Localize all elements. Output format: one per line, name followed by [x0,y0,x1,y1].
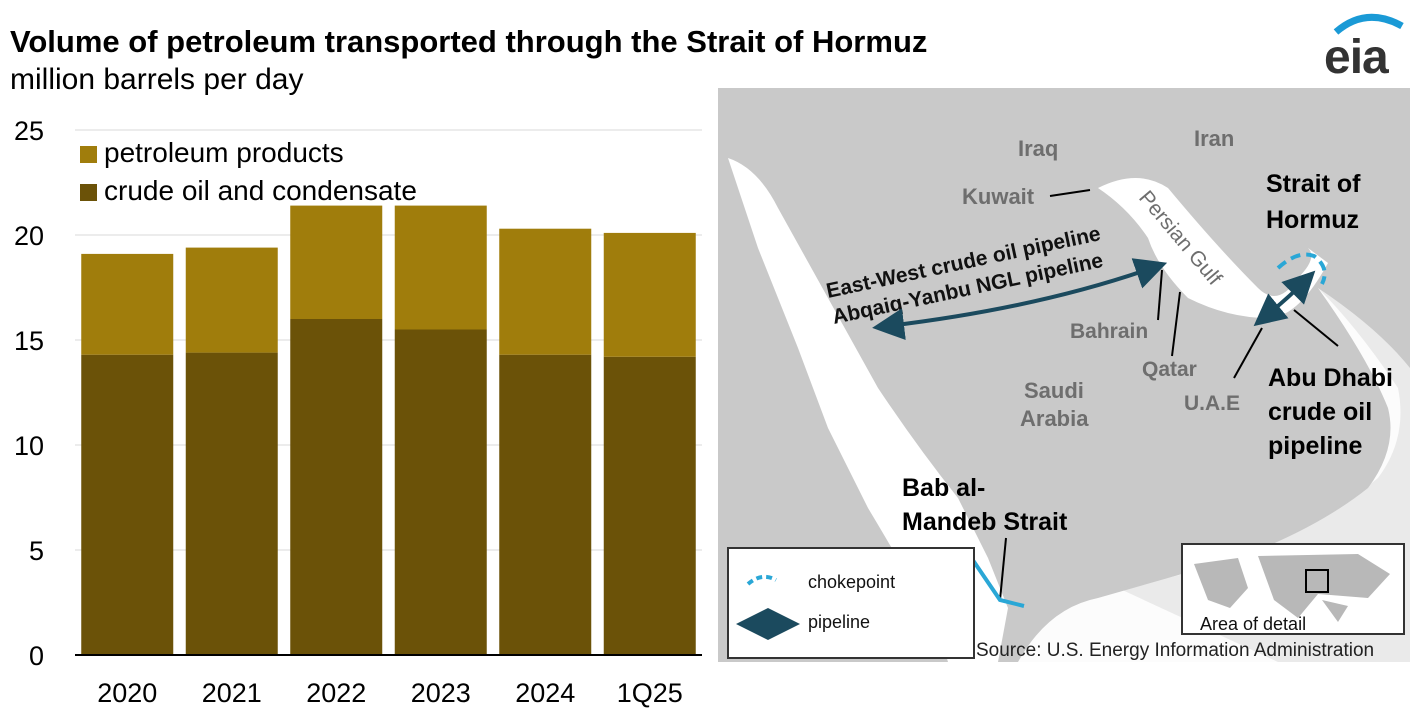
kuwait-leader [1049,189,1091,197]
label-abudhabi-line1: Abu Dhabi [1268,364,1393,392]
bar-segment [603,356,696,655]
bar-segment [290,205,383,319]
east-west-pipeline [872,258,1168,340]
inset-land [1194,554,1390,622]
y-tick-label: 20 [14,221,44,251]
bar-segment [499,228,592,355]
label-bahrain: Bahrain [1070,320,1148,343]
y-tick-label: 5 [29,536,44,566]
bar-segment [394,205,487,330]
persian-gulf-water [1098,178,1328,318]
x-tick-label: 2023 [411,678,471,708]
label-strait-hormuz-line1: Strait of [1266,170,1361,198]
bar-segment [185,247,278,353]
label-bab-line1: Bab al- [902,474,985,502]
map-legend [727,547,975,659]
hormuz-chokepoint-icon [1276,252,1327,285]
label-abudhabi-line3: pipeline [1268,432,1363,460]
bar-segment [81,354,174,655]
x-tick-label: 2020 [97,678,157,708]
label-saudi-line2: Arabia [1020,406,1089,431]
inset-label: Area of detail [1200,614,1306,634]
bar-segment [603,232,696,357]
y-tick-label: 10 [14,431,44,461]
y-tick-label: 25 [14,116,44,146]
logo-text: eia [1324,31,1389,84]
legend-chokepoint-label: chokepoint [808,572,895,592]
x-tick-label: 2022 [306,678,366,708]
bab-chokepoint-icon [964,548,1025,608]
legend-label: petroleum products [104,137,344,168]
x-tick-label: 1Q25 [617,678,683,708]
label-qatar: Qatar [1142,358,1197,381]
x-tick-label: 2021 [202,678,262,708]
y-tick-label: 0 [29,641,44,671]
legend-chokepoint-icon [746,574,777,586]
label-uae: U.A.E [1184,392,1240,415]
label-saudi-line1: Saudi [1024,378,1084,403]
uae-leader [1233,327,1263,379]
logo-arc-icon [1333,13,1404,35]
legend-label: crude oil and condensate [104,175,417,206]
y-tick-label: 15 [14,326,44,356]
chart-title: Volume of petroleum transported through … [10,24,928,59]
label-iraq: Iraq [1018,136,1058,161]
bar-segment [394,329,487,655]
bar-chart: 0 5 10 15 20 25 2020 2021 2022 2023 2024 1Q25 petrol… [14,116,702,708]
label-strait-hormuz-line2: Hormuz [1266,206,1359,234]
chart-subtitle: million barrels per day [10,63,304,96]
label-iran: Iran [1194,126,1234,151]
source-note: Source: U.S. Energy Information Administ… [976,640,1375,661]
abudhabi-pipeline [1253,270,1316,327]
bar-segment [290,319,383,655]
bar-segment [81,253,174,355]
bab-leader [999,537,1007,601]
region-map: Iraq Iran Kuwait Persian Gulf Strait of … [718,88,1410,662]
legend-swatch [80,146,97,163]
qatar-leader [1171,291,1181,357]
bar-segment [499,354,592,655]
inset-detail-box [1305,569,1329,593]
label-abudhabi-line2: crude oil [1268,398,1372,426]
legend-swatch [80,184,97,201]
eia-logo: eia [1318,6,1404,84]
red-sea [728,158,1008,662]
label-bab-line2: Mandeb Strait [902,508,1068,536]
x-tick-label: 2024 [515,678,575,708]
bar-segment [185,352,278,655]
legend-pipeline-label: pipeline [808,612,870,632]
label-kuwait: Kuwait [962,184,1035,209]
